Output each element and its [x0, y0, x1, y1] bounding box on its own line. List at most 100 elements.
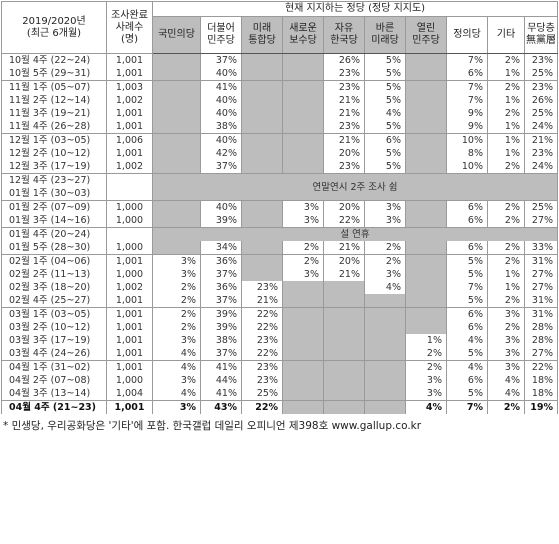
period-cell: 11월 4주 (26~28) — [1, 120, 107, 134]
period-cell: 02월 3주 (18~20) — [1, 281, 107, 294]
sample-size-cell: 1,002 — [106, 94, 153, 107]
sample-size-cell: 1,006 — [106, 133, 153, 147]
support-value-cell: 21% — [523, 133, 559, 147]
support-value-cell: 6% — [446, 214, 488, 228]
support-value-cell: 23% — [523, 53, 559, 67]
party-header-2: 미래 통합당 — [241, 16, 283, 54]
sample-size-cell: 1,001 — [106, 147, 153, 160]
support-value-cell — [364, 400, 406, 414]
support-value-cell — [323, 347, 365, 361]
support-value-cell: 31% — [523, 254, 559, 268]
support-value-cell: 9% — [446, 120, 488, 134]
support-value-cell — [282, 360, 324, 374]
support-value-cell: 25% — [241, 387, 283, 401]
support-value-cell — [405, 321, 447, 334]
support-value-cell — [152, 200, 201, 214]
support-value-cell — [405, 281, 447, 294]
table-row: 10월 4주 (22~24) 1,001 37% 26% 5% 7% 2% 23% — [1, 53, 559, 67]
sample-size-cell — [106, 173, 153, 187]
support-value-cell — [323, 400, 365, 414]
support-value-cell — [364, 321, 406, 334]
support-value-cell — [282, 120, 324, 134]
support-value-cell — [405, 80, 447, 94]
support-value-cell: 6% — [446, 200, 488, 214]
support-value-cell: 2% — [487, 80, 525, 94]
support-value-cell: 3% — [282, 200, 324, 214]
support-value-cell: 3% — [152, 374, 201, 387]
support-value-cell — [241, 80, 283, 94]
support-value-cell — [152, 94, 201, 107]
support-value-cell: 27% — [523, 268, 559, 281]
support-value-cell: 4% — [487, 387, 525, 401]
support-value-cell: 4% — [364, 107, 406, 120]
support-value-cell: 1% — [487, 120, 525, 134]
support-value-cell — [241, 268, 283, 281]
survey-break-note: 설 연휴 — [151, 227, 559, 241]
support-value-cell: 6% — [446, 307, 488, 321]
support-value-cell: 2% — [487, 294, 525, 308]
support-value-cell: 20% — [323, 200, 365, 214]
support-value-cell — [405, 294, 447, 308]
support-value-cell — [241, 147, 283, 160]
table-row: 03월 4주 (24~26) 1,001 4% 37% 22% 2% 5% 3% 27% — [1, 347, 559, 361]
support-value-cell: 22% — [323, 214, 365, 228]
support-value-cell: 7% — [446, 80, 488, 94]
support-value-cell: 2% — [487, 400, 525, 414]
support-value-cell: 4% — [152, 387, 201, 401]
support-value-cell: 6% — [446, 67, 488, 81]
support-value-cell: 5% — [364, 53, 406, 67]
table-row: 02월 4주 (25~27) 1,001 2% 37% 21% 5% 2% 31% — [1, 294, 559, 308]
support-value-cell — [152, 160, 201, 174]
support-value-cell: 3% — [487, 334, 525, 347]
support-value-cell: 37% — [200, 294, 242, 308]
table-row: 03월 3주 (17~19) 1,001 3% 38% 23% 1% 4% 3% 28% — [1, 334, 559, 347]
support-value-cell: 3% — [364, 200, 406, 214]
support-value-cell — [241, 94, 283, 107]
support-value-cell: 23% — [323, 160, 365, 174]
footnote: * 민생당, 우리공화당은 '기타'에 포함. 한국갤럽 데일리 오피니언 제3… — [3, 420, 422, 432]
support-value-cell: 20% — [323, 147, 365, 160]
support-value-cell: 4% — [446, 334, 488, 347]
support-value-cell — [364, 360, 406, 374]
sample-size-cell: 1,000 — [106, 241, 153, 255]
support-value-cell: 3% — [152, 268, 201, 281]
party-header-0: 국민의당 — [152, 16, 201, 54]
support-value-cell: 43% — [200, 400, 242, 414]
support-value-cell — [323, 307, 365, 321]
support-value-cell: 23% — [323, 80, 365, 94]
sample-size-cell: 1,000 — [106, 200, 153, 214]
support-value-cell — [405, 133, 447, 147]
support-value-cell: 2% — [282, 241, 324, 255]
support-value-cell: 27% — [523, 281, 559, 294]
support-value-cell — [405, 53, 447, 67]
party-header-1: 더불어 민주당 — [200, 16, 242, 54]
support-value-cell: 18% — [523, 374, 559, 387]
support-value-cell: 40% — [200, 133, 242, 147]
support-value-cell: 2% — [405, 360, 447, 374]
support-value-cell: 2% — [487, 160, 525, 174]
support-value-cell: 3% — [487, 347, 525, 361]
table-row: 11월 4주 (26~28) 1,001 38% 23% 5% 9% 1% 24% — [1, 120, 559, 134]
support-value-cell: 26% — [323, 53, 365, 67]
support-value-cell — [323, 334, 365, 347]
support-value-cell: 7% — [446, 400, 488, 414]
period-cell: 11월 2주 (12~14) — [1, 94, 107, 107]
support-value-cell: 40% — [200, 67, 242, 81]
support-value-cell: 40% — [200, 94, 242, 107]
support-value-cell — [282, 281, 324, 294]
support-value-cell — [282, 307, 324, 321]
support-value-cell: 22% — [241, 321, 283, 334]
sample-size-header: 조사완료 사례수 (명) — [106, 1, 153, 54]
table-row: 02월 1주 (04~06) 1,001 3% 36% 2% 20% 2% 5% 2% 31% — [1, 254, 559, 268]
party-header-3: 새로운 보수당 — [282, 16, 324, 54]
sample-size-cell: 1,002 — [106, 160, 153, 174]
support-value-cell — [323, 360, 365, 374]
sample-size-cell: 1,001 — [106, 307, 153, 321]
period-cell: 12월 4주 (23~27) — [1, 173, 107, 187]
support-value-cell — [241, 133, 283, 147]
support-value-cell: 4% — [364, 281, 406, 294]
support-value-cell — [405, 94, 447, 107]
support-value-cell: 2% — [487, 200, 525, 214]
sample-size-cell — [106, 227, 153, 241]
table-row: 02월 2주 (11~13) 1,000 3% 37% 3% 21% 3% 5% 1% 27% — [1, 268, 559, 281]
